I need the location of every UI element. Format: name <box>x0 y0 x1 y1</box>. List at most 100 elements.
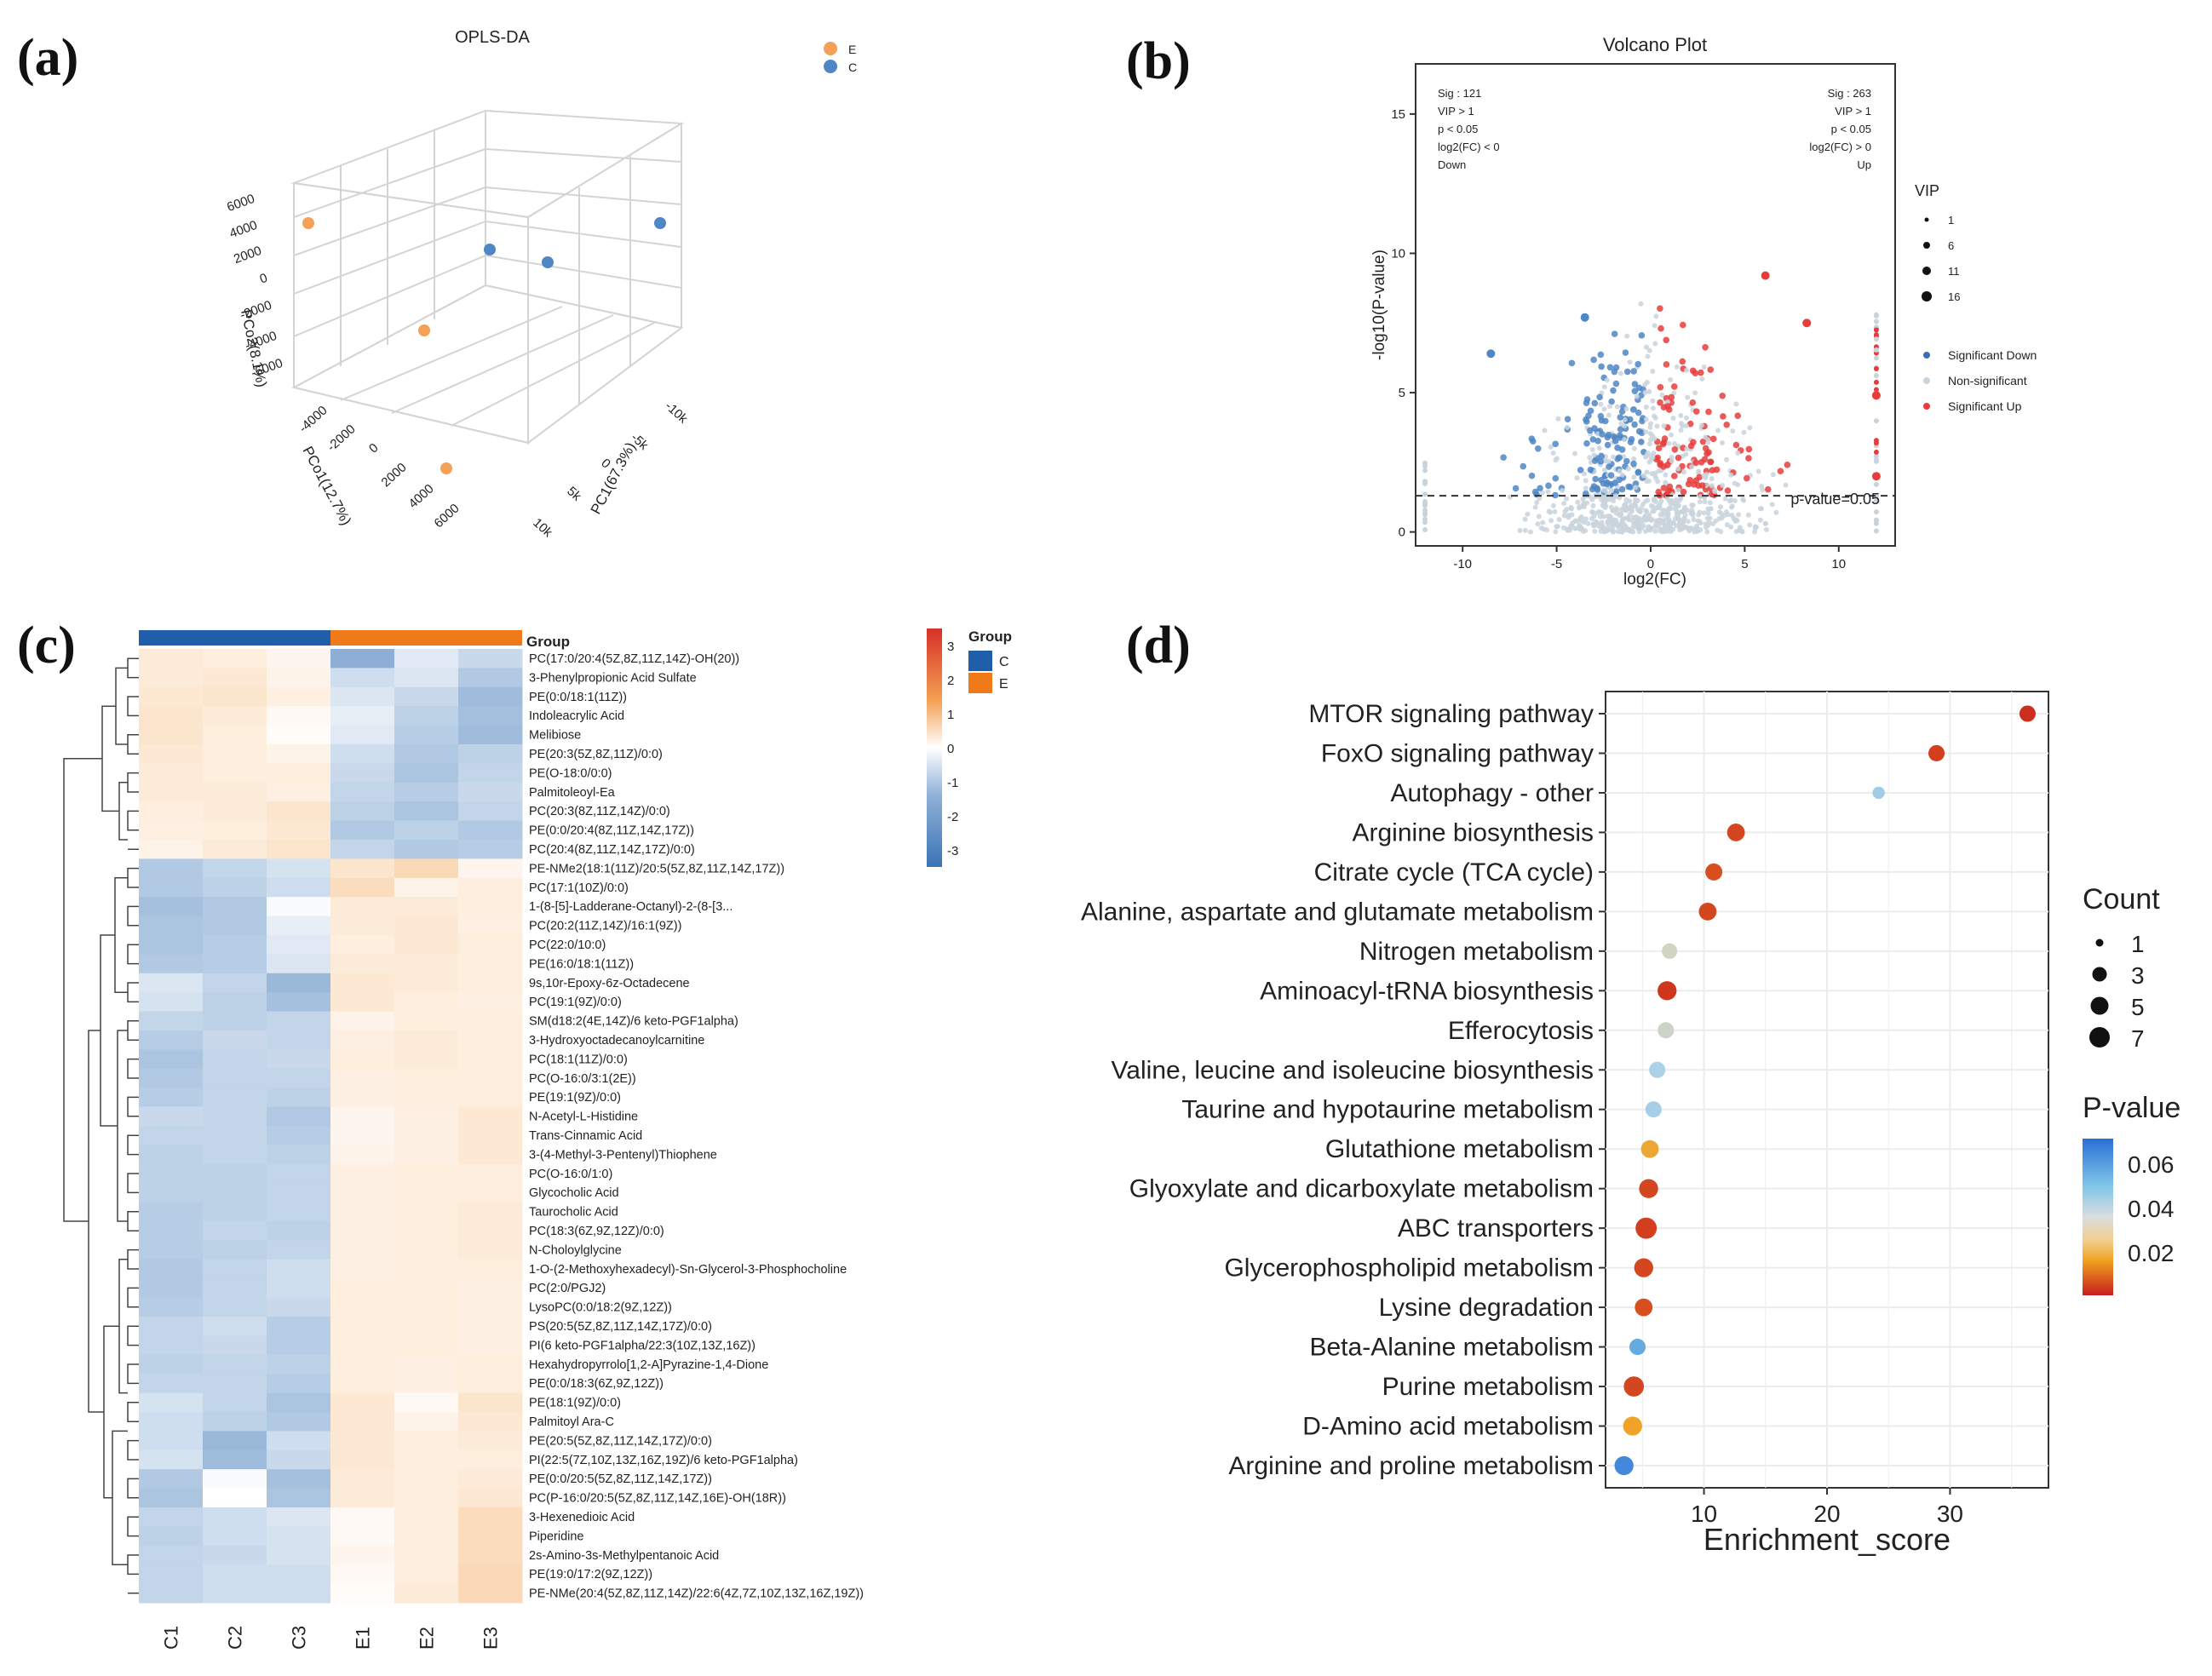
volcano-point <box>1552 508 1558 514</box>
volcano-point <box>1777 468 1784 475</box>
volcano-point <box>1762 520 1768 526</box>
heatmap-cell <box>139 1392 204 1413</box>
volcano-point <box>1645 497 1651 503</box>
volcano-point <box>1689 367 1697 375</box>
heatmap-cell <box>267 1049 331 1070</box>
volcano-point <box>1873 440 1879 446</box>
count-legend-dot-3 <box>2092 967 2107 982</box>
volcano-point <box>1720 413 1727 420</box>
volcano-point <box>1552 440 1560 448</box>
heatmap-cell <box>458 1202 523 1222</box>
heatmap-cell <box>267 1545 331 1565</box>
volcano-point <box>1678 428 1684 433</box>
heatmap-cell <box>203 1392 267 1413</box>
heatmap-cell <box>394 1145 459 1165</box>
volcano-point <box>1583 516 1589 522</box>
heatmap-cell <box>394 1221 459 1241</box>
heatmap-row-label: PE(O-18:0/0:0) <box>529 766 612 780</box>
heatmap-cell <box>394 1011 459 1031</box>
volcano-point <box>1603 458 1609 464</box>
heatmap-cell <box>267 1431 331 1451</box>
panel-a-title: OPLS-DA <box>455 28 530 47</box>
heatmap-cell <box>330 1049 395 1070</box>
volcano-point <box>1764 485 1772 493</box>
heatmap-cell <box>394 782 459 802</box>
volcano-point <box>1601 384 1607 390</box>
enrichment-point <box>1640 1139 1659 1158</box>
volcano-point <box>1638 332 1646 339</box>
heatmap-cell <box>330 897 395 917</box>
volcano-point <box>1685 519 1691 525</box>
volcano-point <box>1650 455 1656 461</box>
heatmap-cell <box>330 1507 395 1527</box>
volcano-point <box>1647 431 1653 437</box>
enrichment-x-tick-label: 10 <box>1691 1501 1717 1527</box>
volcano-point <box>1614 445 1621 451</box>
volcano-point <box>1745 512 1751 518</box>
colorbar-tick-label: -3 <box>947 844 958 858</box>
heatmap-row-label: Glycocholic Acid <box>529 1186 619 1200</box>
volcano-point <box>1620 516 1626 522</box>
heatmap-cell <box>394 1392 459 1413</box>
dendrogram-branch <box>127 1516 139 1537</box>
volcano-point <box>1555 416 1561 422</box>
volcano-point <box>1655 488 1662 496</box>
heatmap-cell <box>139 706 204 726</box>
dendrogram-branch <box>127 1287 139 1308</box>
volcano-point <box>1664 399 1670 405</box>
dendrogram-branch <box>118 1259 128 1394</box>
heatmap-cell <box>139 1431 204 1451</box>
volcano-point <box>1611 528 1617 534</box>
colorbar-tick-label: 0 <box>947 742 954 756</box>
heatmap-cell <box>458 935 523 955</box>
heatmap-cell <box>139 1126 204 1145</box>
heatmap-cell <box>139 649 204 669</box>
enrichment-point <box>1649 1061 1666 1078</box>
volcano-point <box>1609 488 1615 494</box>
volcano-point <box>1608 518 1614 524</box>
heatmap-cell <box>394 706 459 726</box>
volcano-point <box>1564 507 1570 513</box>
panel-a-x-tick: 10k <box>530 515 555 540</box>
dendrogram-branch <box>127 657 139 679</box>
volcano-point <box>1773 509 1779 515</box>
volcano-point <box>1730 428 1736 434</box>
volcano-point <box>1594 438 1601 445</box>
volcano-point <box>1680 488 1687 496</box>
heatmap-row-label: PC(19:1(9Z)/0:0) <box>529 996 622 1009</box>
heatmap-row-label: PC(20:4(8Z,11Z,14Z,17Z)/0:0) <box>529 843 695 857</box>
volcano-point <box>1622 349 1629 356</box>
heatmap-cell <box>267 935 331 955</box>
panel-a-legend: E C <box>824 42 857 74</box>
heatmap-cell <box>267 1126 331 1145</box>
heatmap-cell <box>139 782 204 802</box>
heatmap-cell <box>458 744 523 764</box>
volcano-point <box>1642 389 1648 395</box>
heatmap-cell <box>458 1412 523 1432</box>
dendrogram-branch <box>127 696 139 717</box>
heatmap-row-label: Taurocholic Acid <box>529 1206 618 1220</box>
volcano-point <box>1596 445 1602 451</box>
heatmap-cell <box>458 1335 523 1356</box>
annot-left-2: p < 0.05 <box>1438 123 1478 135</box>
enrichment-point <box>1662 943 1678 959</box>
panel-a-x-tick: 5k <box>564 484 584 504</box>
volcano-point <box>1598 363 1605 370</box>
heatmap-cell <box>330 1145 395 1165</box>
enrichment-point <box>1614 1455 1634 1476</box>
volcano-point <box>1613 517 1619 523</box>
heatmap-cell <box>139 1526 204 1547</box>
volcano-point <box>1608 504 1614 510</box>
volcano-point <box>1707 506 1713 512</box>
annot-left-3: log2(FC) < 0 <box>1438 141 1500 153</box>
heatmap-row-label: PC(20:2(11Z,14Z)/16:1(9Z)) <box>529 920 681 933</box>
enrichment-point <box>1629 1339 1646 1356</box>
volcano-point <box>1602 417 1609 425</box>
group-legend-e-label: E <box>999 677 1008 692</box>
heatmap-cell <box>330 877 395 898</box>
volcano-point <box>1698 527 1704 533</box>
panel-b-category-legend: Significant Down Non-significant Signifi… <box>1923 348 2037 413</box>
heatmap-cell <box>458 820 523 841</box>
opls-point-e <box>302 217 314 229</box>
volcano-point <box>1663 472 1669 478</box>
